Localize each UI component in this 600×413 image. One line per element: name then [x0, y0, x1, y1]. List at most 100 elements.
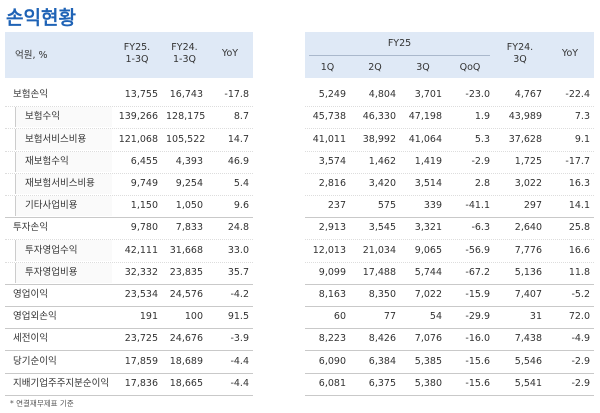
- cell-value: 339: [423, 200, 442, 212]
- cell-value: -2.9: [571, 377, 590, 389]
- cell-value: 5,380: [414, 377, 442, 389]
- cell-value: 1,150: [130, 200, 158, 212]
- cell-value: -41.1: [465, 200, 490, 212]
- cell-value: -3.9: [230, 333, 249, 345]
- cell-value: 11.8: [568, 266, 590, 278]
- cell-value: 46,330: [362, 111, 396, 123]
- cell-value: 23,534: [124, 288, 158, 300]
- column-header: 1-3Q: [125, 54, 149, 65]
- row-rule: [5, 306, 253, 307]
- row-rule: [305, 217, 594, 219]
- row-label: 재보험서비스비용: [25, 177, 95, 189]
- row-label: 재보험수익: [25, 155, 69, 167]
- row-rule: [5, 328, 253, 330]
- cell-value: 17,488: [362, 266, 396, 278]
- cell-value: 105,522: [166, 133, 206, 145]
- cell-value: 1,462: [368, 155, 396, 167]
- row-rule: [305, 372, 594, 374]
- column-header: FY24.: [171, 42, 198, 53]
- row-rule: [305, 328, 594, 330]
- row-label: 보험서비스비용: [25, 133, 87, 145]
- cell-value: 46.9: [227, 155, 249, 167]
- cell-value: -4.4: [230, 377, 249, 389]
- row-rule: [305, 261, 594, 263]
- cell-value: 7,076: [414, 333, 442, 345]
- row-rule: [5, 372, 253, 374]
- cell-value: 6,455: [130, 155, 158, 167]
- footnote: * 연결재무제표 기준: [10, 399, 74, 408]
- cell-value: 17,836: [124, 377, 158, 389]
- column-header: YoY: [561, 48, 579, 59]
- indent-box: [15, 262, 112, 283]
- cell-value: 7,776: [514, 244, 542, 256]
- cell-value: 6,384: [368, 355, 396, 367]
- cell-value: 575: [377, 200, 396, 212]
- cell-value: 24,576: [169, 288, 203, 300]
- cell-value: 14.7: [227, 133, 249, 145]
- cell-value: 1.9: [474, 111, 490, 123]
- cell-value: 18,665: [169, 377, 203, 389]
- cell-value: 35.7: [227, 266, 249, 278]
- cell-value: 9.1: [574, 133, 590, 145]
- cell-value: -2.9: [471, 155, 490, 167]
- cell-value: 4,393: [175, 155, 203, 167]
- row-rule: [305, 394, 594, 396]
- cell-value: 24.8: [227, 222, 249, 234]
- cell-value: 7,833: [175, 222, 203, 234]
- cell-value: 24,676: [169, 333, 203, 345]
- cell-value: 91.5: [227, 311, 249, 323]
- row-rule: [5, 128, 253, 130]
- cell-value: 16.3: [568, 177, 590, 189]
- cell-value: -29.9: [465, 311, 490, 323]
- cell-value: 72.0: [568, 311, 590, 323]
- cell-value: 41,011: [312, 133, 346, 145]
- cell-value: -2.9: [571, 355, 590, 367]
- row-label: 세전이익: [13, 333, 48, 345]
- cell-value: -6.3: [471, 222, 490, 234]
- cell-value: 16,743: [169, 89, 203, 101]
- cell-value: 128,175: [166, 111, 206, 123]
- cell-value: -22.4: [565, 89, 590, 101]
- cell-value: 41,064: [408, 133, 442, 145]
- cell-value: 2,913: [318, 222, 346, 234]
- cell-value: 60: [333, 311, 346, 323]
- row-label: 기타사업비용: [25, 200, 78, 212]
- cell-value: 23,725: [124, 333, 158, 345]
- cell-value: -17.8: [224, 89, 249, 101]
- unit-label: 억원, %: [15, 50, 48, 61]
- row-rule: [305, 283, 594, 285]
- cell-value: 17,859: [124, 355, 158, 367]
- cell-value: 4,767: [514, 89, 542, 101]
- column-header: 3Q: [416, 62, 430, 73]
- cell-value: 31,668: [169, 244, 203, 256]
- cell-value: -17.7: [565, 155, 590, 167]
- row-rule: [305, 306, 594, 307]
- cell-value: 191: [139, 311, 158, 323]
- cell-value: 31: [529, 311, 542, 323]
- row-rule: [305, 128, 594, 130]
- column-header: FY25.: [123, 42, 151, 53]
- cell-value: -15.6: [465, 377, 490, 389]
- cell-value: 8,350: [368, 288, 396, 300]
- cell-value: 45,738: [312, 111, 346, 123]
- cell-value: 7,022: [414, 288, 442, 300]
- column-header: FY24.: [506, 42, 534, 53]
- cell-value: 9,065: [414, 244, 442, 256]
- cell-value: 3,514: [414, 177, 442, 189]
- cell-value: 3,574: [318, 155, 346, 167]
- cell-value: 5,249: [318, 89, 346, 101]
- cell-value: 139,266: [118, 111, 158, 123]
- cell-value: 3,420: [368, 177, 396, 189]
- cell-value: 12,013: [312, 244, 346, 256]
- row-label: 영업외손익: [13, 311, 57, 323]
- cell-value: 3,321: [414, 222, 442, 234]
- column-header: QoQ: [459, 62, 481, 73]
- cell-value: 5,546: [514, 355, 542, 367]
- cell-value: -4.9: [571, 333, 590, 345]
- row-label: 당기순이익: [13, 355, 57, 367]
- row-rule: [5, 239, 253, 241]
- row-rule: [5, 283, 253, 285]
- column-header: 2Q: [368, 62, 382, 73]
- row-label: 투자손익: [13, 222, 48, 234]
